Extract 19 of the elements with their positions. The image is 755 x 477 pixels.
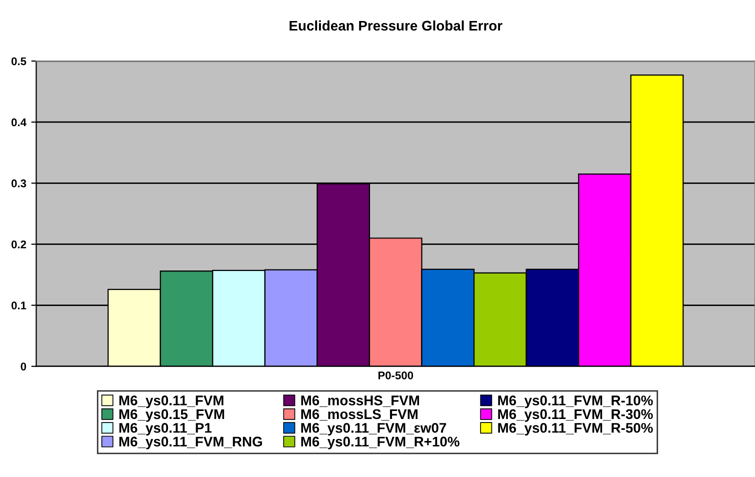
- legend-label: M6_mossHS_FVM: [301, 396, 420, 407]
- x-tick-label: P0-500: [378, 371, 414, 380]
- legend-label: M6_ys0.11_FVM_εw07: [301, 422, 446, 436]
- legend-label: M6_ys0.11_P1: [119, 422, 212, 436]
- chart-title: Euclidean Pressure Global Error: [290, 20, 502, 31]
- y-tick-label: 0.3: [12, 179, 26, 188]
- legend-label: M6_ys0.11_FVM_RNG: [119, 436, 262, 450]
- y-tick-label: 0.5: [12, 57, 26, 66]
- y-tick-label: 0.4: [12, 118, 26, 126]
- legend-label: M6_ys0.11_FVM: [119, 396, 224, 408]
- legend-label: M6_ys0.15_FVM: [119, 409, 224, 422]
- y-tick-label: 0.1: [12, 302, 26, 310]
- legend-label: M6_ys0.11_FVM_R+10%: [301, 436, 460, 450]
- y-tick-label: 0: [20, 362, 26, 370]
- legend-label: M6_ys0.11_FVM_R-10%: [498, 396, 653, 408]
- y-tick-label: 0.2: [12, 240, 26, 248]
- legend-label: M6_mossLS_FVM: [301, 409, 418, 421]
- legend-label: M6_ys0.11_FVM_R-50%: [498, 422, 653, 436]
- legend-label: M6_ys0.11_FVM_R-30%: [498, 409, 653, 422]
